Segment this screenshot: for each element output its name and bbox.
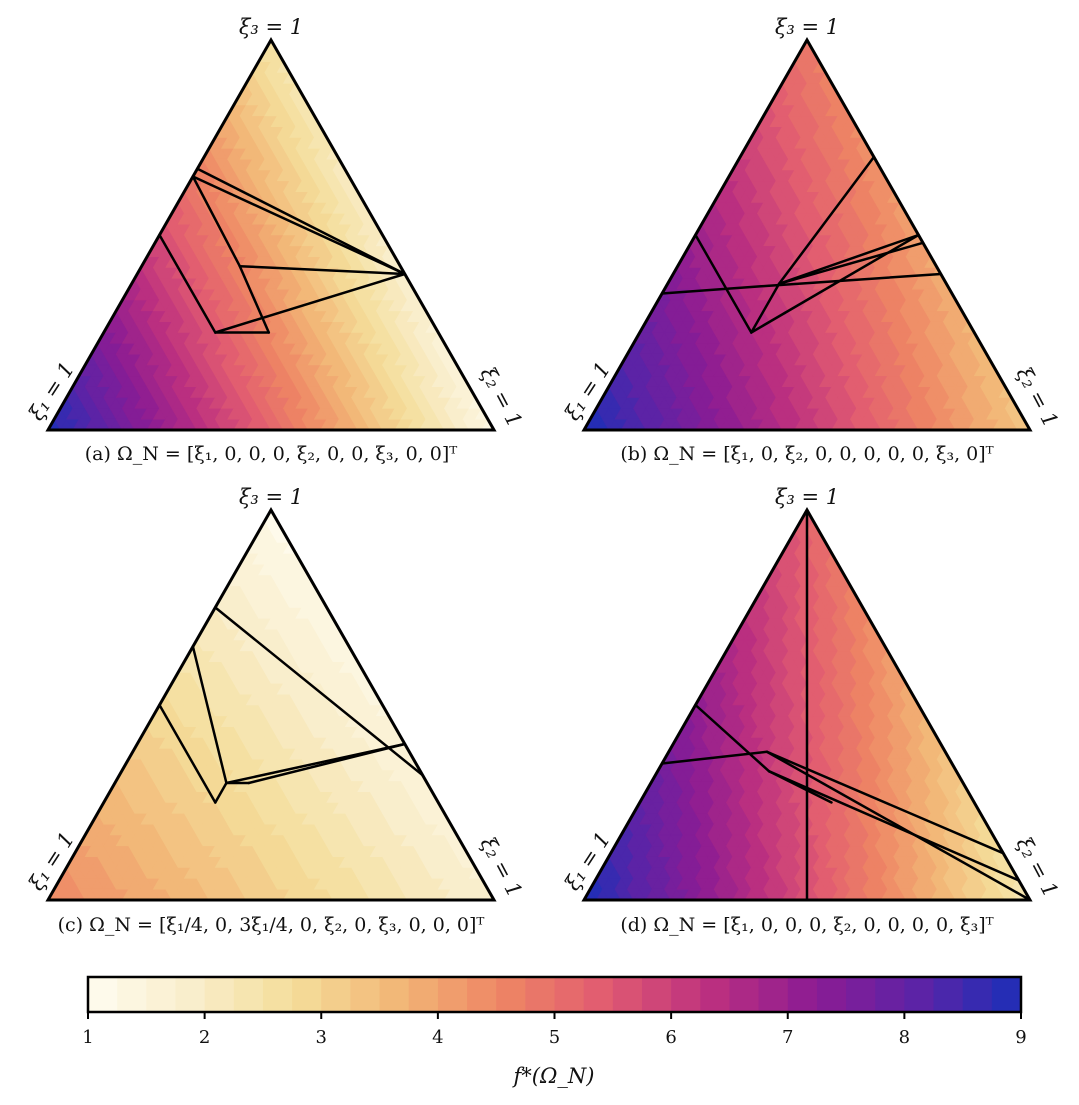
panel-a: ξ₃ = 1 ξ₁ = 1 ξ₂ = 1 (a) Ω_N = [ξ₁, 0, 0… [24, 15, 527, 465]
vertex-label-xi3: ξ₃ = 1 [239, 485, 303, 509]
region-boundary [196, 167, 407, 276]
region-boundary [191, 175, 407, 276]
panel-caption: (b) Ω_N = [ξ₁, 0, ξ₂, 0, 0, 0, 0, 0, ξ₃,… [620, 443, 993, 465]
vertex-label-xi3: ξ₃ = 1 [239, 15, 303, 39]
region-boundary [238, 264, 407, 276]
panel-c: ξ₃ = 1 ξ₁ = 1 ξ₂ = 1 (c) Ω_N = [ξ₁/4, 0,… [24, 485, 527, 936]
region-boundary [238, 264, 271, 334]
simplex-outline [45, 36, 497, 432]
vertex-label-xi3: ξ₃ = 1 [775, 15, 839, 39]
panel-d: ξ₃ = 1 ξ₁ = 1 ξ₂ = 1 (d) Ω_N = [ξ₁, 0, 0… [560, 485, 1063, 936]
region-boundary [158, 233, 217, 334]
region-boundary [191, 175, 242, 268]
panel-caption: (c) Ω_N = [ξ₁/4, 0, 3ξ₁/4, 0, ξ₂, 0, ξ₃,… [58, 914, 485, 936]
panel-caption: (a) Ω_N = [ξ₁, 0, 0, 0, ξ₂, 0, 0, ξ₃, 0,… [85, 443, 457, 465]
region-boundary [214, 272, 407, 334]
panel-b: ξ₃ = 1 ξ₁ = 1 ξ₂ = 1 (b) Ω_N = [ξ₁, 0, ξ… [560, 15, 1063, 465]
